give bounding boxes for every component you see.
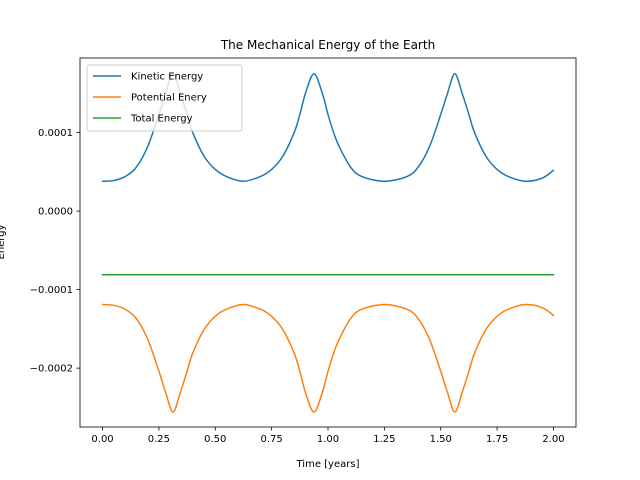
y-axis-label: Energy — [0, 224, 7, 259]
x-tick-label: 0.50 — [204, 434, 226, 445]
y-axis: 0.0001 0.0000 −0.0001 −0.0002 — [30, 128, 80, 375]
y-tick-label: −0.0001 — [30, 285, 73, 296]
legend-box — [86, 64, 243, 132]
x-tick-label: 1.00 — [317, 434, 339, 445]
x-axis: 0.00 0.25 0.50 0.75 1.00 1.25 1.50 1.75 2.00 — [91, 427, 565, 445]
x-tick-label: 0.25 — [148, 434, 170, 445]
y-tick-label: 0.0000 — [38, 207, 73, 218]
x-tick-label: 0.00 — [91, 434, 113, 445]
legend-label-kinetic-energy: Kinetic Energy — [131, 72, 203, 83]
x-tick-label: 0.75 — [261, 434, 283, 445]
legend-label-potential-enery: Potential Enery — [131, 93, 207, 104]
legend: Kinetic Energy Potential Enery Total Energ… — [86, 64, 243, 132]
x-tick-label: 2.00 — [542, 434, 564, 445]
x-tick-label: 1.25 — [373, 434, 395, 445]
y-tick-label: 0.0001 — [38, 128, 73, 139]
legend-label-total-energy: Total Energy — [130, 114, 193, 125]
chart-title: The Mechanical Energy of the Earth — [220, 38, 435, 52]
y-tick-label: −0.0002 — [30, 364, 73, 375]
x-axis-label: Time [years] — [296, 459, 360, 470]
x-tick-label: 1.50 — [430, 434, 452, 445]
x-tick-label: 1.75 — [486, 434, 508, 445]
series-line-potential-enery — [101, 303, 555, 413]
